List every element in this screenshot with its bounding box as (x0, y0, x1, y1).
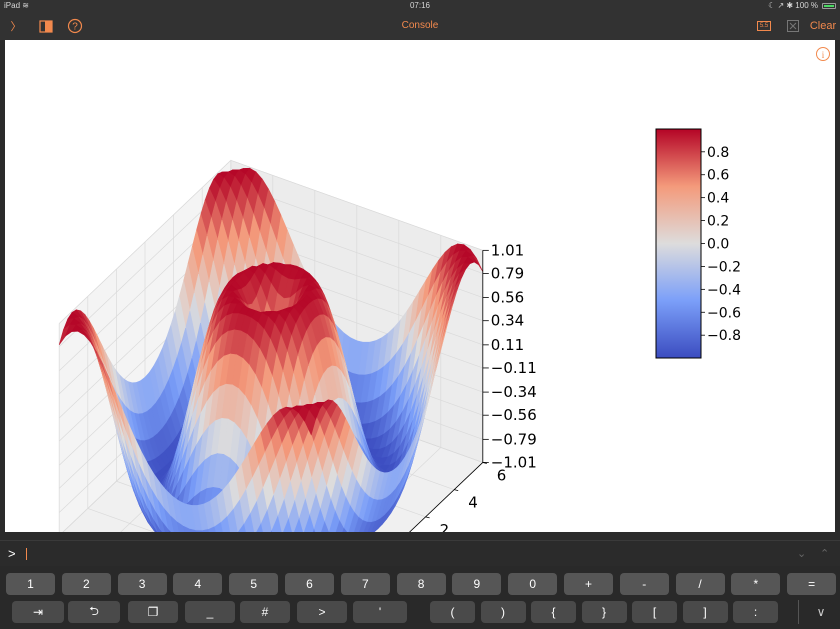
key-row1[interactable]: 4 (173, 573, 223, 595)
y-tick-mark (425, 516, 430, 519)
device-label: iPad ≋ (4, 1, 29, 10)
z-tick-label: −0.11 (491, 359, 537, 377)
key-row2[interactable]: : (733, 601, 778, 623)
key-row1[interactable]: 6 (285, 573, 334, 595)
key-row1[interactable]: 7 (340, 573, 390, 595)
y-tick-label: 2 (440, 521, 450, 532)
text-caret (26, 548, 27, 560)
plot-output: −6−4−20246−6−4−202461.010.790.560.340.11… (5, 40, 835, 532)
battery-icon (822, 3, 836, 9)
key-row1[interactable]: - (619, 573, 669, 595)
close-icon[interactable] (786, 16, 800, 36)
key-row2[interactable]: } (581, 601, 627, 623)
key-row1[interactable]: 8 (396, 573, 446, 595)
z-tick-label: 1.01 (491, 241, 524, 259)
key-row1[interactable]: / (675, 573, 725, 595)
history-down-icon[interactable]: ⌄ (797, 548, 807, 560)
key-row1[interactable]: 5 (229, 573, 279, 595)
key-row2[interactable]: > (297, 601, 347, 623)
prompt: > (8, 546, 16, 561)
library-icon[interactable] (38, 16, 54, 36)
grid-line (87, 508, 155, 532)
status-icons: ☾ ↗ ✱ 100 % (768, 1, 818, 10)
clock: 07:16 (409, 1, 431, 10)
grid-line (58, 160, 232, 324)
grid-line (230, 160, 483, 251)
colorbar-tick-label: 0.2 (707, 214, 729, 230)
colorbar-tick-label: 0.0 (707, 237, 729, 253)
z-tick-label: −0.34 (491, 383, 537, 401)
key-row2[interactable]: ] (682, 601, 728, 623)
extra-keys-bar: 1 2 3 4 5 6 7 8 9 0 + - / * = ⇥ ⮌ ❐ _ # > ' (){}[]: ∨ (0, 566, 840, 629)
z-tick-label: −0.56 (491, 406, 537, 424)
colorbar-tick-label: −0.6 (707, 305, 741, 321)
y-tick-label: 4 (468, 494, 478, 512)
info-icon[interactable]: i (816, 47, 830, 61)
key-row2[interactable]: ' (353, 601, 407, 623)
z-tick-label: 0.79 (491, 264, 524, 282)
key-row2[interactable]: ⇥ (12, 601, 64, 623)
history-up-icon[interactable]: ⌃ (820, 548, 830, 560)
clear-button[interactable]: Clear (809, 20, 837, 32)
y-axis-line (409, 462, 484, 532)
colorbar-tick-label: 0.6 (707, 168, 729, 184)
key-row1[interactable]: * (731, 573, 781, 595)
wifi-icon: ≋ (22, 1, 29, 10)
console-input[interactable]: > ⌄ ⌃ (0, 540, 840, 566)
key-row1[interactable]: + (564, 573, 613, 595)
z-tick-label: −0.79 (491, 430, 537, 448)
key-row1[interactable]: 0 (508, 573, 558, 595)
toolbar: 〉 ? Console 5.5 Clear (0, 12, 840, 40)
key-row1[interactable]: 3 (117, 573, 167, 595)
chevron-right-icon[interactable]: 〉 (10, 21, 22, 33)
key-row2[interactable]: ) (480, 601, 526, 623)
key-row1[interactable]: 1 (6, 573, 55, 595)
y-tick-mark (454, 489, 459, 492)
svg-text:?: ? (72, 22, 78, 33)
key-row2[interactable]: { (531, 601, 576, 623)
svg-text:i: i (822, 50, 825, 60)
key-row1[interactable]: 2 (61, 573, 111, 595)
z-tick-label: 0.56 (491, 289, 524, 307)
y-tick-label: 6 (497, 466, 507, 484)
help-icon[interactable]: ? (66, 16, 84, 36)
hide-keyboard-icon[interactable]: ∨ (816, 605, 826, 619)
key-row2[interactable]: # (240, 601, 290, 623)
key-row2[interactable]: _ (185, 601, 235, 623)
colorbar-tick-label: −0.2 (707, 259, 741, 275)
colorbar (655, 128, 702, 359)
status-bar: iPad ≋ 07:16 ☾ ↗ ✱ 100 % (0, 0, 840, 12)
surface-patch (312, 527, 316, 532)
font-size-button[interactable]: 5.5 (756, 16, 772, 36)
colorbar-tick-label: 0.8 (707, 145, 729, 161)
colorbar-tick-label: 0.4 (707, 191, 729, 207)
z-tick-label: −1.01 (491, 453, 537, 471)
z-tick-label: 0.11 (491, 336, 524, 354)
console-title: Console (401, 20, 439, 31)
key-row1[interactable]: 9 (452, 573, 502, 595)
key-row1[interactable]: = (787, 573, 837, 595)
surface-plot: −6−4−20246−6−4−202461.010.790.560.340.11… (58, 47, 830, 532)
surface-patch (304, 409, 316, 436)
key-row2[interactable]: ⮌ (68, 601, 120, 623)
colorbar-tick-label: −0.8 (707, 328, 741, 344)
key-row2[interactable]: [ (632, 601, 677, 623)
z-tick-label: 0.34 (491, 312, 524, 330)
divider (798, 600, 799, 624)
key-row2[interactable]: ❐ (128, 601, 178, 623)
colorbar-tick-label: −0.4 (707, 282, 741, 298)
key-row2[interactable]: ( (430, 601, 475, 623)
